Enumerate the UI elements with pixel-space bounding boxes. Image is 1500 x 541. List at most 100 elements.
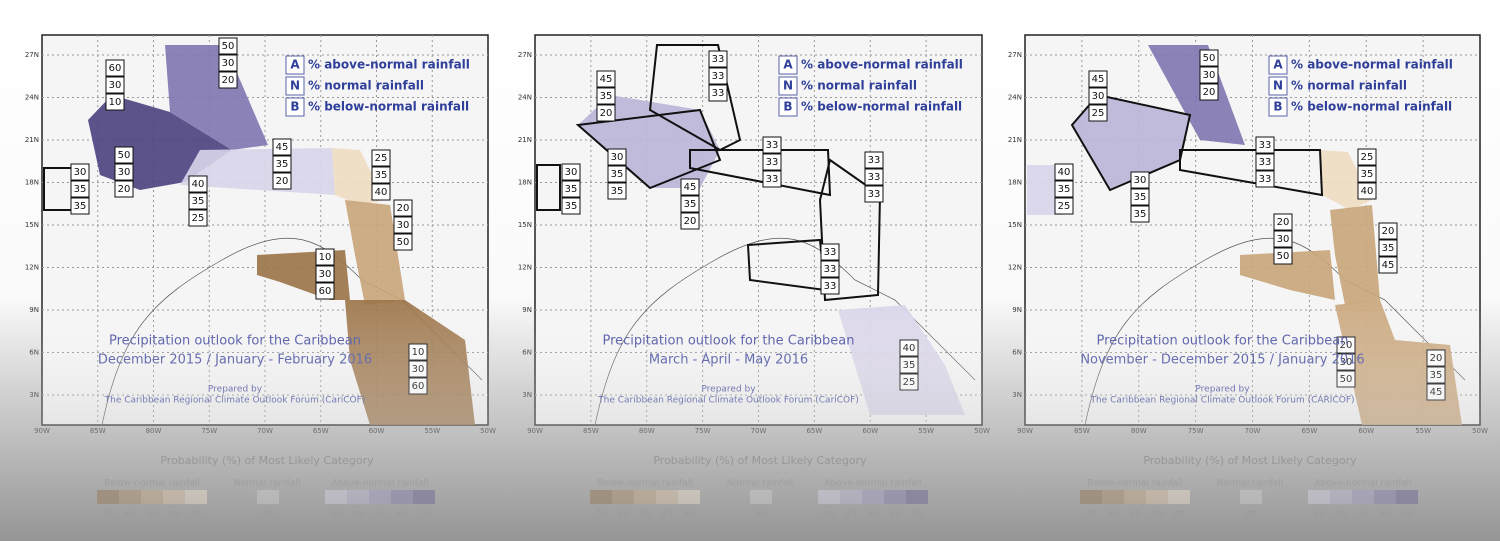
region-label: 20: [684, 216, 697, 227]
region-label: 45: [684, 182, 697, 193]
region-label-box: [596, 70, 616, 88]
outlook-region: [1148, 45, 1245, 145]
scale-label: 40: [1313, 510, 1325, 520]
region-label: 25: [1361, 152, 1374, 163]
scale-label: 50: [1357, 510, 1369, 520]
region-label: 33: [824, 281, 837, 292]
region-label-box: [607, 148, 627, 166]
region-label-box: [70, 197, 90, 215]
region-label-box: [1255, 170, 1275, 188]
lat-label: 12N: [1008, 264, 1022, 272]
scale-swatch: [612, 490, 634, 504]
region-label: 35: [684, 199, 697, 210]
key-letter: A: [290, 58, 300, 72]
region-label: 40: [375, 187, 388, 198]
region-label-box: [1273, 247, 1293, 265]
region-label: 50: [1277, 251, 1290, 262]
forum-name: The Caribbean Regional Climate Outlook F…: [597, 396, 859, 406]
lat-label: 9N: [1012, 306, 1022, 314]
scale-label: 40: [823, 510, 835, 520]
scale-swatch: [678, 490, 700, 504]
region-label: 35: [611, 169, 624, 180]
region-label: 20: [1277, 217, 1290, 228]
region-label: 50: [1340, 374, 1353, 385]
key-box: [778, 76, 798, 96]
region-label-box: [272, 155, 292, 173]
scale-swatch: [185, 490, 207, 504]
scale-swatch: [1146, 490, 1168, 504]
legend-group: Normal rainfall: [1217, 479, 1284, 489]
region-label: 40: [903, 343, 916, 354]
scale-swatch: [818, 490, 840, 504]
region-label-box: [1378, 256, 1398, 274]
scale-swatch: [325, 490, 347, 504]
region-label-box: [105, 59, 125, 77]
region-label: 33: [824, 264, 837, 275]
region-label: 35: [276, 159, 289, 170]
region-label-box: [70, 163, 90, 181]
key-text: % below-normal rainfall: [1291, 100, 1452, 114]
region-label-box: [393, 216, 413, 234]
region-label-box: [561, 163, 581, 181]
region-label: 30: [222, 58, 235, 69]
scale-swatch: [141, 490, 163, 504]
lon-label: 85W: [1074, 427, 1090, 435]
scale-label: 70: [418, 510, 430, 520]
region-label-box: [680, 212, 700, 230]
key-letter: N: [290, 79, 300, 93]
region-label: 40: [1361, 186, 1374, 197]
key-letter: N: [1273, 79, 1283, 93]
key-letter: N: [783, 79, 793, 93]
region-label: 30: [1277, 234, 1290, 245]
key-box: [1268, 97, 1288, 117]
lon-label: 60W: [862, 427, 878, 435]
region-label-box: [561, 197, 581, 215]
region-label: 45: [1092, 74, 1105, 85]
scale-label: 70: [911, 510, 923, 520]
region-label: 35: [1430, 370, 1443, 381]
prepared-by: Prepared by: [208, 385, 263, 395]
key-box: [778, 97, 798, 117]
region-label-box: [708, 84, 728, 102]
scale-label: 60: [1107, 510, 1119, 520]
scale-swatch: [1124, 490, 1146, 504]
legend-group: Below-normal rainfall: [1087, 479, 1183, 489]
scale-label: 50: [146, 510, 158, 520]
scale-label: 40: [755, 510, 767, 520]
region-label-box: [1130, 171, 1150, 189]
lat-label: 21N: [25, 136, 39, 144]
lon-label: 60W: [369, 427, 385, 435]
lon-label: 50W: [480, 427, 496, 435]
region-label-box: [315, 265, 335, 283]
region-label-box: [864, 151, 884, 169]
region-label-box: [70, 180, 90, 198]
region-label: 35: [565, 184, 578, 195]
region-label: 40: [192, 179, 205, 190]
outlook-region: [180, 148, 335, 195]
region-label-box: [1357, 165, 1377, 183]
region-label-box: [218, 54, 238, 72]
region-label-box: [1255, 136, 1275, 154]
region-label-box: [315, 248, 335, 266]
scale-swatch: [1240, 490, 1262, 504]
region-label-box: [105, 76, 125, 94]
region-label: 50: [1203, 53, 1216, 64]
lon-label: 75W: [201, 427, 217, 435]
region-label: 35: [74, 184, 87, 195]
lon-label: 80W: [146, 427, 162, 435]
region-label-box: [607, 165, 627, 183]
scale-swatch: [1352, 490, 1374, 504]
region-label-box: [105, 93, 125, 111]
region-label: 35: [192, 196, 205, 207]
region-label: 60: [109, 63, 122, 74]
region-label-box: [1130, 188, 1150, 206]
region-label: 30: [319, 269, 332, 280]
lat-label: 15N: [25, 221, 39, 229]
key-box: [1268, 55, 1288, 75]
region-label: 25: [192, 213, 205, 224]
lat-label: 18N: [1008, 179, 1022, 187]
region-label-box: [596, 104, 616, 122]
scale-label: 40: [1245, 510, 1257, 520]
key-text: % below-normal rainfall: [801, 100, 962, 114]
region-outline: [648, 44, 742, 152]
